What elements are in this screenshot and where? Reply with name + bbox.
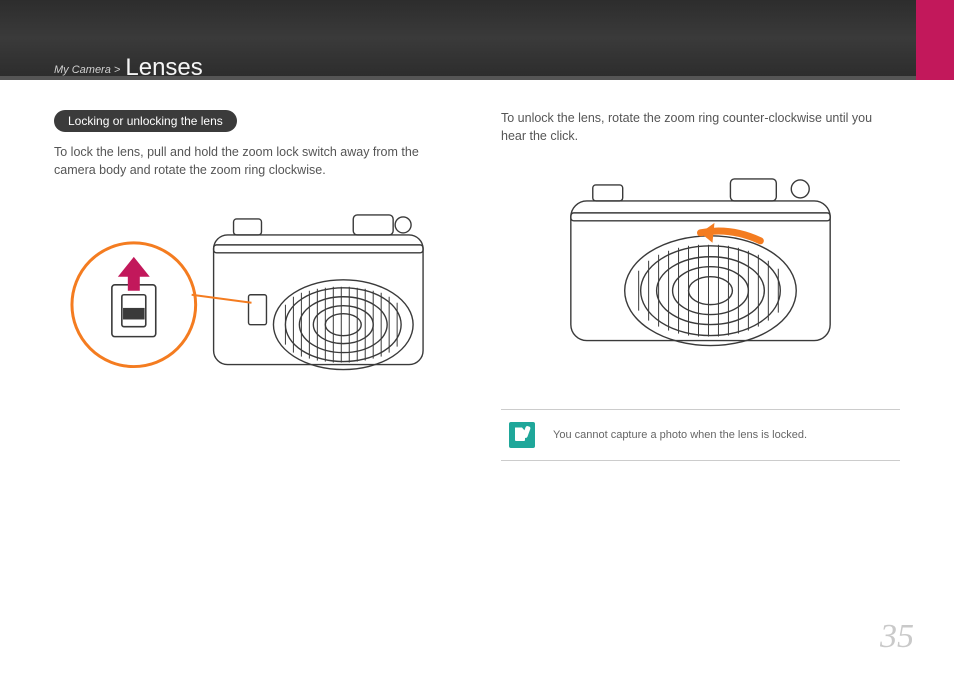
camera-unlock-illustration <box>501 161 900 380</box>
right-body-text: To unlock the lens, rotate the zoom ring… <box>501 110 900 145</box>
figure-unlock-lens <box>501 161 900 385</box>
page-number: 35 <box>880 618 914 656</box>
page-title: Lenses <box>125 54 202 81</box>
section-heading-pill: Locking or unlocking the lens <box>54 110 237 132</box>
accent-tab <box>916 0 954 80</box>
left-body-text: To lock the lens, pull and hold the zoom… <box>54 144 453 179</box>
right-column: To unlock the lens, rotate the zoom ring… <box>501 110 900 461</box>
content-columns: Locking or unlocking the lens To lock th… <box>54 110 900 461</box>
left-column: Locking or unlocking the lens To lock th… <box>54 110 453 461</box>
figure-lock-lens <box>54 195 453 439</box>
note-box: You cannot capture a photo when the lens… <box>501 409 900 461</box>
header-band: My Camera > Lenses <box>0 0 954 80</box>
breadcrumb-prefix: My Camera > <box>54 64 120 76</box>
camera-lock-illustration <box>54 195 453 434</box>
note-text: You cannot capture a photo when the lens… <box>553 429 807 441</box>
breadcrumb: My Camera > Lenses <box>54 52 203 80</box>
note-icon <box>509 422 535 448</box>
